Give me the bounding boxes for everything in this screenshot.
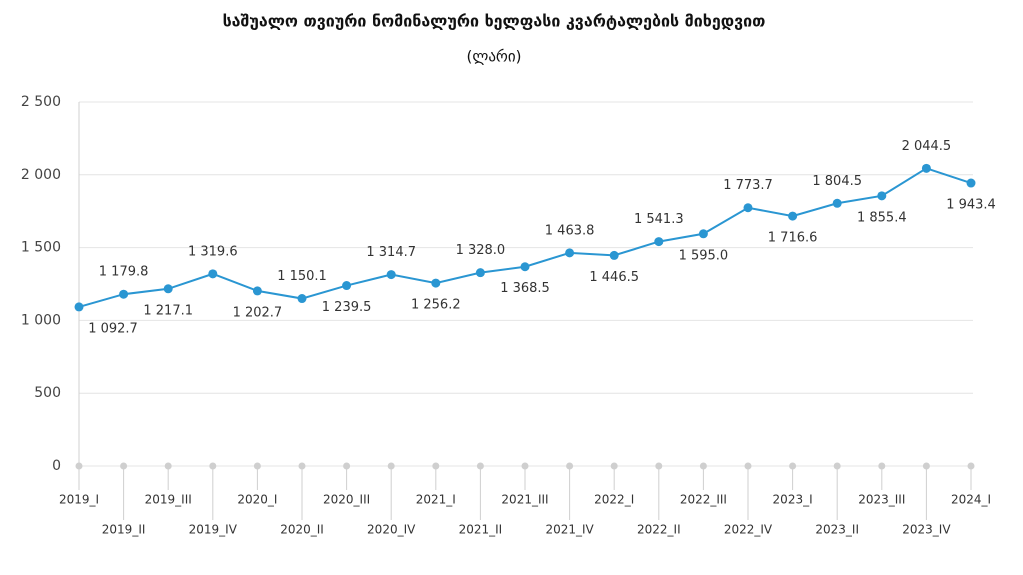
- data-point: [788, 211, 798, 221]
- data-label: 1 855.4: [857, 210, 907, 225]
- y-tick-label: 2 500: [21, 94, 61, 110]
- x-axis-dot: [209, 462, 217, 470]
- x-tick-label: 2019_I: [59, 493, 99, 507]
- data-point: [565, 248, 575, 258]
- data-label: 1 541.3: [634, 212, 684, 227]
- x-tick-label: 2021_IV: [545, 523, 594, 537]
- x-axis-dot: [610, 462, 618, 470]
- x-tick-label: 2021_II: [459, 523, 503, 537]
- chart-title: საშუალო თვიური ნომინალური ხელფასი კვარტა…: [223, 12, 766, 31]
- chart-subtitle: (ლარი): [467, 48, 522, 66]
- x-axis-dot: [387, 462, 395, 470]
- x-tick-label: 2020_III: [323, 493, 370, 507]
- data-label: 1 179.8: [99, 265, 149, 280]
- data-label: 1 092.7: [88, 321, 138, 336]
- data-point: [966, 178, 976, 188]
- x-tick-label: 2022_I: [594, 493, 634, 507]
- y-tick-label: 2 000: [21, 167, 61, 183]
- data-point: [698, 229, 708, 239]
- data-label: 1 217.1: [143, 303, 193, 318]
- data-point: [297, 294, 307, 304]
- x-axis-dot: [744, 462, 752, 470]
- data-point: [520, 262, 530, 272]
- x-tick-label: 2020_I: [237, 493, 277, 507]
- data-point: [921, 163, 931, 173]
- data-label: 1 943.4: [946, 198, 996, 213]
- x-tick-label: 2023_III: [858, 493, 905, 507]
- x-axis-dot: [120, 462, 128, 470]
- data-point: [654, 237, 664, 247]
- data-label: 2 044.5: [902, 139, 952, 154]
- data-label: 1 595.0: [679, 248, 729, 263]
- x-tick-label: 2021_III: [501, 493, 548, 507]
- x-axis-dot: [878, 462, 886, 470]
- data-point: [743, 203, 753, 213]
- x-axis-dot: [967, 462, 975, 470]
- x-tick-label: 2019_II: [102, 523, 146, 537]
- data-point: [832, 198, 842, 208]
- x-axis-dot: [699, 462, 707, 470]
- x-tick-label: 2022_IV: [724, 523, 773, 537]
- x-tick-label: 2023_IV: [902, 523, 951, 537]
- y-tick-label: 1 000: [21, 312, 61, 328]
- x-axis-dot: [833, 462, 841, 470]
- x-axis-dot: [253, 462, 261, 470]
- data-label: 1 446.5: [589, 270, 639, 285]
- data-label: 1 239.5: [322, 300, 372, 315]
- data-label: 1 314.7: [366, 245, 416, 260]
- data-label: 1 150.1: [277, 269, 327, 284]
- data-point: [431, 278, 441, 288]
- x-axis-dot: [789, 462, 797, 470]
- x-tick-label: 2024_I: [951, 493, 991, 507]
- data-label: 1 773.7: [723, 178, 773, 193]
- data-label: 1 463.8: [545, 223, 595, 238]
- x-tick-label: 2021_I: [416, 493, 456, 507]
- data-point: [386, 270, 396, 280]
- x-axis-dot: [164, 462, 172, 470]
- x-tick-label: 2022_II: [637, 523, 681, 537]
- x-axis-dot: [476, 462, 484, 470]
- data-point: [208, 269, 218, 279]
- y-tick-label: 0: [52, 458, 61, 474]
- data-point: [163, 284, 173, 294]
- data-point: [74, 302, 84, 312]
- y-tick-label: 500: [34, 385, 61, 401]
- x-tick-label: 2020_IV: [367, 523, 416, 537]
- data-label: 1 256.2: [411, 298, 461, 313]
- data-label: 1 368.5: [500, 281, 550, 296]
- data-point: [877, 191, 887, 201]
- x-axis-dot: [521, 462, 529, 470]
- x-axis-dot: [343, 462, 351, 470]
- x-tick-label: 2023_I: [773, 493, 813, 507]
- data-point: [475, 268, 485, 278]
- data-label: 1 804.5: [812, 174, 862, 189]
- x-tick-label: 2019_IV: [189, 523, 238, 537]
- data-point: [609, 250, 619, 260]
- data-label: 1 319.6: [188, 244, 238, 259]
- x-tick-label: 2020_II: [280, 523, 324, 537]
- x-axis-dot: [566, 462, 574, 470]
- x-tick-label: 2022_III: [680, 493, 727, 507]
- y-tick-label: 1 500: [21, 240, 61, 256]
- x-axis-dot: [75, 462, 83, 470]
- data-label: 1 716.6: [768, 231, 818, 246]
- x-axis-dot: [655, 462, 663, 470]
- data-label: 1 202.7: [233, 305, 283, 320]
- x-tick-label: 2019_III: [145, 493, 192, 507]
- x-tick-label: 2023_II: [815, 523, 859, 537]
- data-point: [252, 286, 262, 296]
- x-axis-dot: [298, 462, 306, 470]
- data-point: [119, 289, 129, 299]
- x-axis-dot: [922, 462, 930, 470]
- x-axis-dot: [432, 462, 440, 470]
- data-label: 1 328.0: [456, 243, 506, 258]
- data-point: [342, 281, 352, 291]
